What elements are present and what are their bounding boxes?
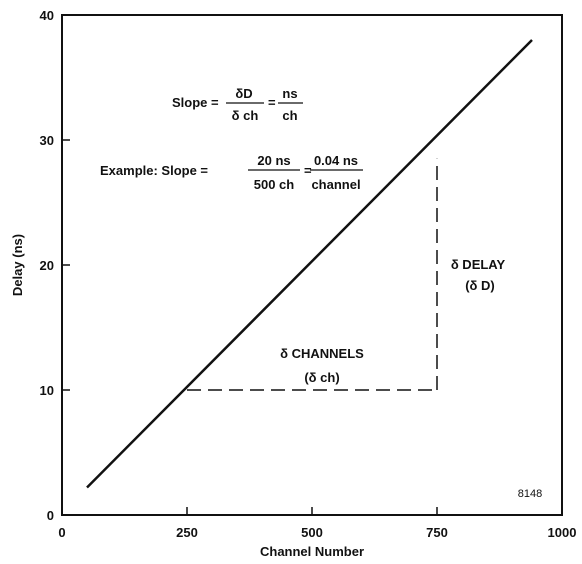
example-prefix: Example: Slope = (100, 163, 208, 178)
delta-ch-label: (δ ch) (304, 370, 339, 385)
example-eq: = (304, 163, 312, 178)
delta-channels-label: δ CHANNELS (280, 346, 364, 361)
delta-d-label: (δ D) (465, 278, 495, 293)
y-tick-label: 20 (40, 258, 54, 273)
slope-den2: ch (282, 108, 297, 123)
x-tick-label: 750 (426, 525, 448, 540)
x-tick-label: 1000 (548, 525, 577, 540)
delay-line (86, 39, 533, 489)
example-den1: 500 ch (254, 177, 295, 192)
y-axis-ticks: 0 10 20 30 40 (40, 8, 70, 523)
delta-delay-label: δ DELAY (451, 257, 506, 272)
slope-lhs: Slope = (172, 95, 219, 110)
slope-num2: ns (282, 86, 297, 101)
slope-formula: Slope = δD δ ch = ns ch (172, 86, 303, 123)
example-formula: Example: Slope = 20 ns 500 ch = 0.04 ns … (100, 153, 363, 192)
example-num1: 20 ns (257, 153, 290, 168)
y-tick-label: 30 (40, 133, 54, 148)
example-den2: channel (311, 177, 360, 192)
x-axis-ticks: 0 250 500 750 1000 (58, 507, 576, 540)
x-tick-label: 500 (301, 525, 323, 540)
x-tick-label: 0 (58, 525, 65, 540)
slope-den1: δ ch (232, 108, 259, 123)
y-tick-label: 40 (40, 8, 54, 23)
figure-number: 8148 (518, 488, 542, 500)
x-axis-label: Channel Number (260, 544, 364, 559)
slope-num1: δD (235, 86, 252, 101)
slope-eq: = (268, 95, 276, 110)
x-tick-label: 250 (176, 525, 198, 540)
example-num2: 0.04 ns (314, 153, 358, 168)
y-tick-label: 0 (47, 508, 54, 523)
y-tick-label: 10 (40, 383, 54, 398)
y-axis-label: Delay (ns) (10, 234, 25, 296)
